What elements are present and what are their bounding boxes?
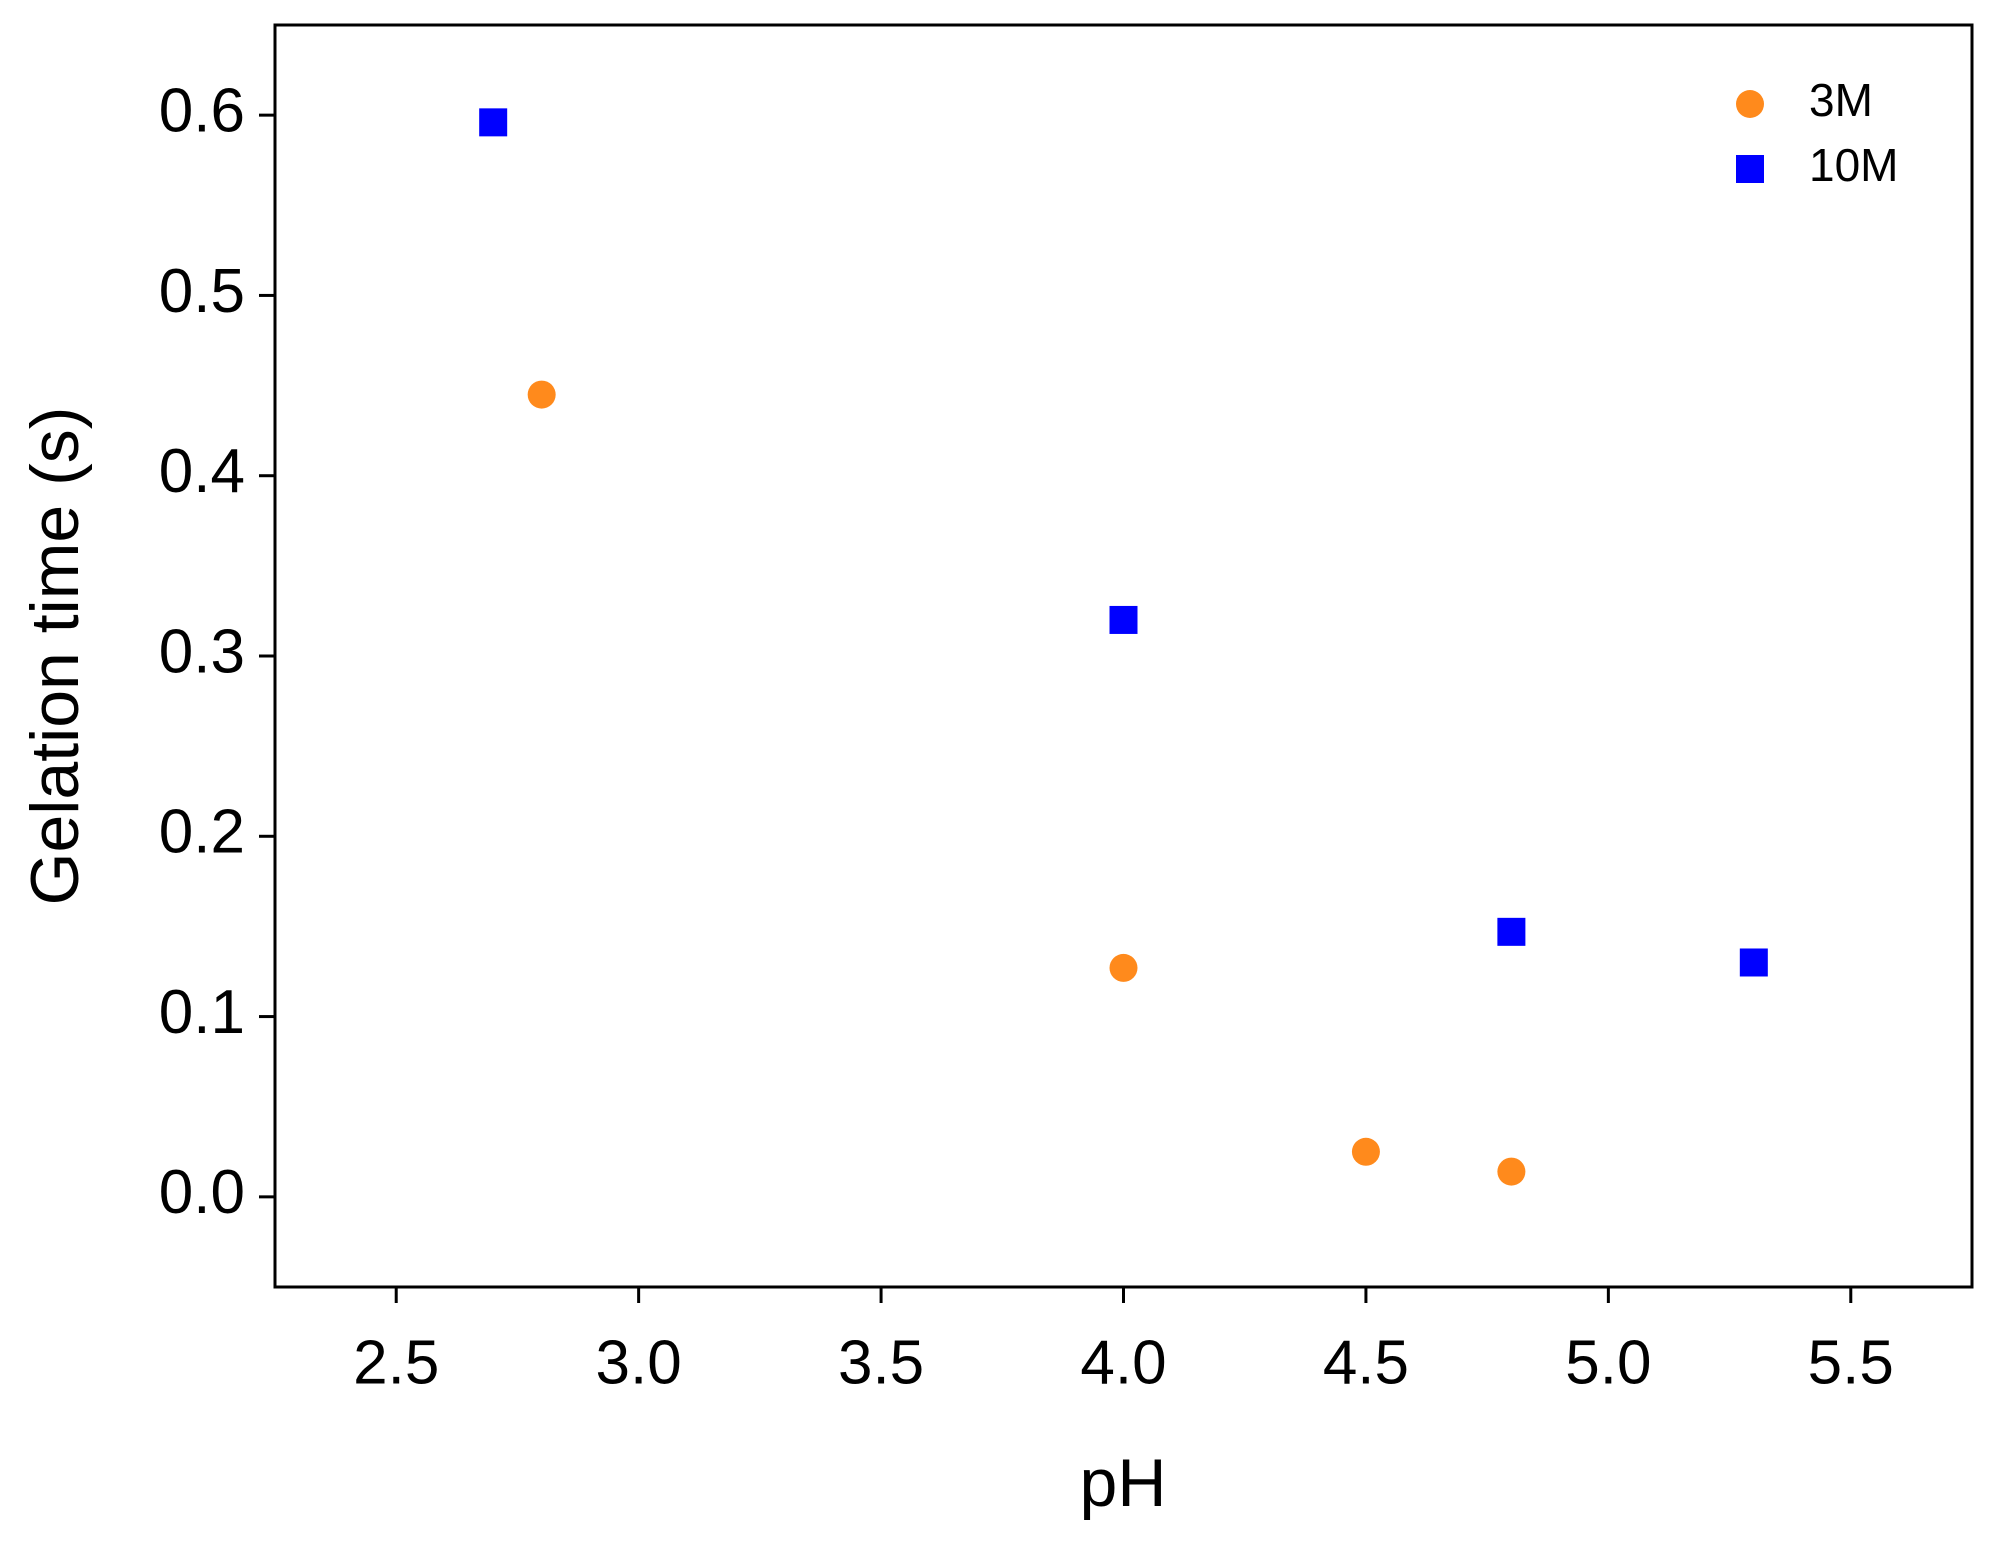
legend-label: 3M xyxy=(1809,74,1873,126)
y-tick-label: 0.1 xyxy=(159,978,245,1047)
plot-frame xyxy=(273,23,1974,1289)
point xyxy=(1739,948,1768,977)
legend-marker xyxy=(1736,155,1764,183)
point xyxy=(1351,1137,1380,1166)
point xyxy=(1497,1157,1526,1186)
point xyxy=(1109,605,1138,634)
y-tick-label: 0.5 xyxy=(159,257,245,326)
y-tick-label: 0.4 xyxy=(159,437,245,506)
x-tick-label: 2.5 xyxy=(353,1328,439,1397)
x-tick-label: 3.5 xyxy=(838,1328,924,1397)
y-tick-label: 0.3 xyxy=(159,617,245,686)
x-tick-label: 3.0 xyxy=(596,1328,682,1397)
x-tick-label: 5.0 xyxy=(1565,1328,1651,1397)
legend-marker xyxy=(1736,90,1764,118)
legend-label: 10M xyxy=(1809,139,1898,191)
point xyxy=(527,380,556,409)
point xyxy=(1109,953,1138,982)
point xyxy=(1497,917,1526,946)
y-tick-label: 0.6 xyxy=(159,77,245,146)
x-tick-label: 4.0 xyxy=(1080,1328,1166,1397)
x-tick-label: 5.5 xyxy=(1808,1328,1894,1397)
y-tick-label: 0.2 xyxy=(159,798,245,867)
y-axis-title: Gelation time (s) xyxy=(17,407,93,906)
y-tick-label: 0.0 xyxy=(159,1158,245,1227)
point xyxy=(479,108,508,137)
x-axis-title: pH xyxy=(1080,1445,1167,1521)
x-tick-label: 4.5 xyxy=(1323,1328,1409,1397)
